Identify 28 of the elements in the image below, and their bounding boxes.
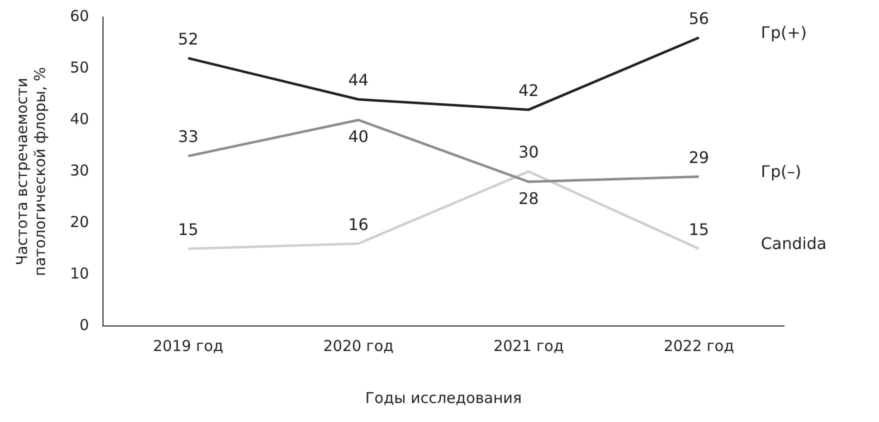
- text: Candida: [760, 234, 827, 253]
- x-tick-label: 2022 год: [664, 336, 734, 355]
- data-label: 33: [178, 127, 198, 146]
- data-label: 15: [178, 220, 198, 239]
- x-tick-label: 2021 год: [493, 336, 564, 355]
- data-label: 30: [518, 142, 539, 162]
- y-tick-label: 30: [70, 161, 90, 180]
- data-label: 28: [518, 188, 539, 208]
- data-label: 42: [518, 80, 539, 100]
- data-label: 44: [348, 70, 369, 90]
- x-tick-label: 2020 год: [323, 336, 394, 355]
- y-tick-label: 10: [70, 264, 90, 282]
- data-label: 15: [688, 220, 710, 239]
- data-label: 40: [348, 127, 369, 146]
- data-label: 16: [348, 214, 369, 234]
- text: Гр(+): [760, 22, 807, 42]
- y-axis-title: Частота встречаемости патологической флоры, %: [12, 66, 49, 276]
- y-tick-label: 60: [70, 6, 90, 25]
- data-label: 56: [688, 8, 710, 28]
- y-tick-label: 0: [80, 316, 90, 334]
- y-tick-label: 50: [70, 58, 90, 76]
- data-label: 52: [178, 29, 198, 48]
- y-tick-label: 40: [70, 110, 90, 128]
- x-tick-label: 2019 год: [153, 336, 224, 355]
- x-axis-title: Годы исследования: [365, 388, 522, 407]
- data-label: 29: [688, 148, 710, 167]
- text: Гр(–): [760, 162, 802, 181]
- y-tick-label: 20: [70, 212, 90, 231]
